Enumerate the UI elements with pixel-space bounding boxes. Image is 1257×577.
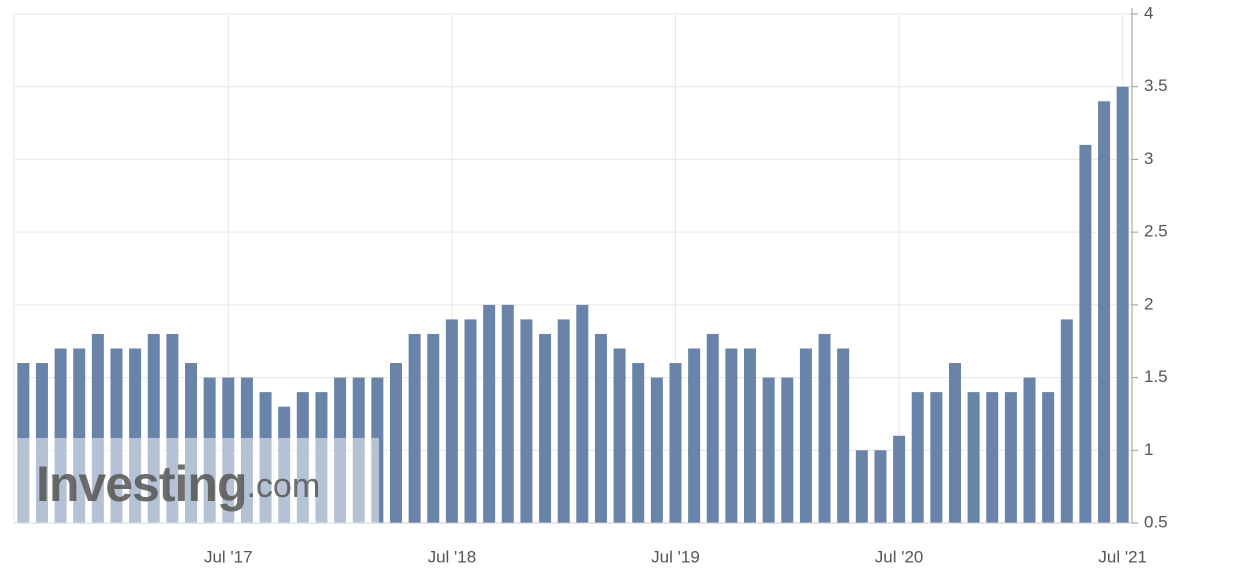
bar [986, 392, 999, 523]
x-tick-label: Jul '17 [204, 547, 253, 566]
bar [408, 333, 421, 523]
bar [669, 363, 682, 523]
x-tick-label: Jul '18 [428, 547, 477, 566]
watermark-suffix: .com [246, 467, 320, 505]
bar [501, 304, 514, 523]
bar [706, 333, 719, 523]
bar [650, 377, 663, 523]
bar [54, 348, 67, 523]
y-tick-label: 0.5 [1144, 512, 1168, 531]
bar [427, 333, 440, 523]
y-tick-label: 2 [1144, 294, 1153, 313]
bar [688, 348, 701, 523]
y-tick-label: 3.5 [1144, 76, 1168, 95]
y-tick-label: 2.5 [1144, 222, 1168, 241]
bar [837, 348, 850, 523]
y-tick-label: 4 [1144, 3, 1153, 22]
bar [464, 319, 477, 523]
bar [781, 377, 794, 523]
bar [539, 333, 552, 523]
bar [520, 319, 533, 523]
bar [725, 348, 738, 523]
bar [632, 363, 645, 523]
bar [1098, 101, 1111, 523]
x-tick-label: Jul '19 [651, 547, 700, 566]
bar [799, 348, 812, 523]
bar [1060, 319, 1073, 523]
bar [389, 363, 402, 523]
bar [1004, 392, 1017, 523]
y-tick-label: 3 [1144, 149, 1153, 168]
bar [1042, 392, 1055, 523]
bar [613, 348, 626, 523]
bar [1023, 377, 1036, 523]
bar [874, 450, 887, 523]
watermark-background [15, 438, 379, 523]
bar [930, 392, 943, 523]
bar [576, 304, 589, 523]
bar [948, 363, 961, 523]
bar [967, 392, 980, 523]
bar [818, 333, 831, 523]
x-tick-label: Jul '20 [875, 547, 924, 566]
bar [483, 304, 496, 523]
bar [744, 348, 757, 523]
bar [855, 450, 868, 523]
bar [911, 392, 924, 523]
bar [893, 435, 906, 523]
y-tick-label: 1.5 [1144, 367, 1168, 386]
x-tick-label: Jul '21 [1098, 547, 1147, 566]
bar [1079, 144, 1092, 523]
bar [1116, 86, 1129, 523]
watermark: Investing.com [36, 456, 320, 512]
watermark-brand: Investing [36, 456, 246, 512]
y-tick-label: 1 [1144, 440, 1153, 459]
bar [594, 333, 607, 523]
bar [445, 319, 458, 523]
bar [557, 319, 570, 523]
bar [762, 377, 775, 523]
